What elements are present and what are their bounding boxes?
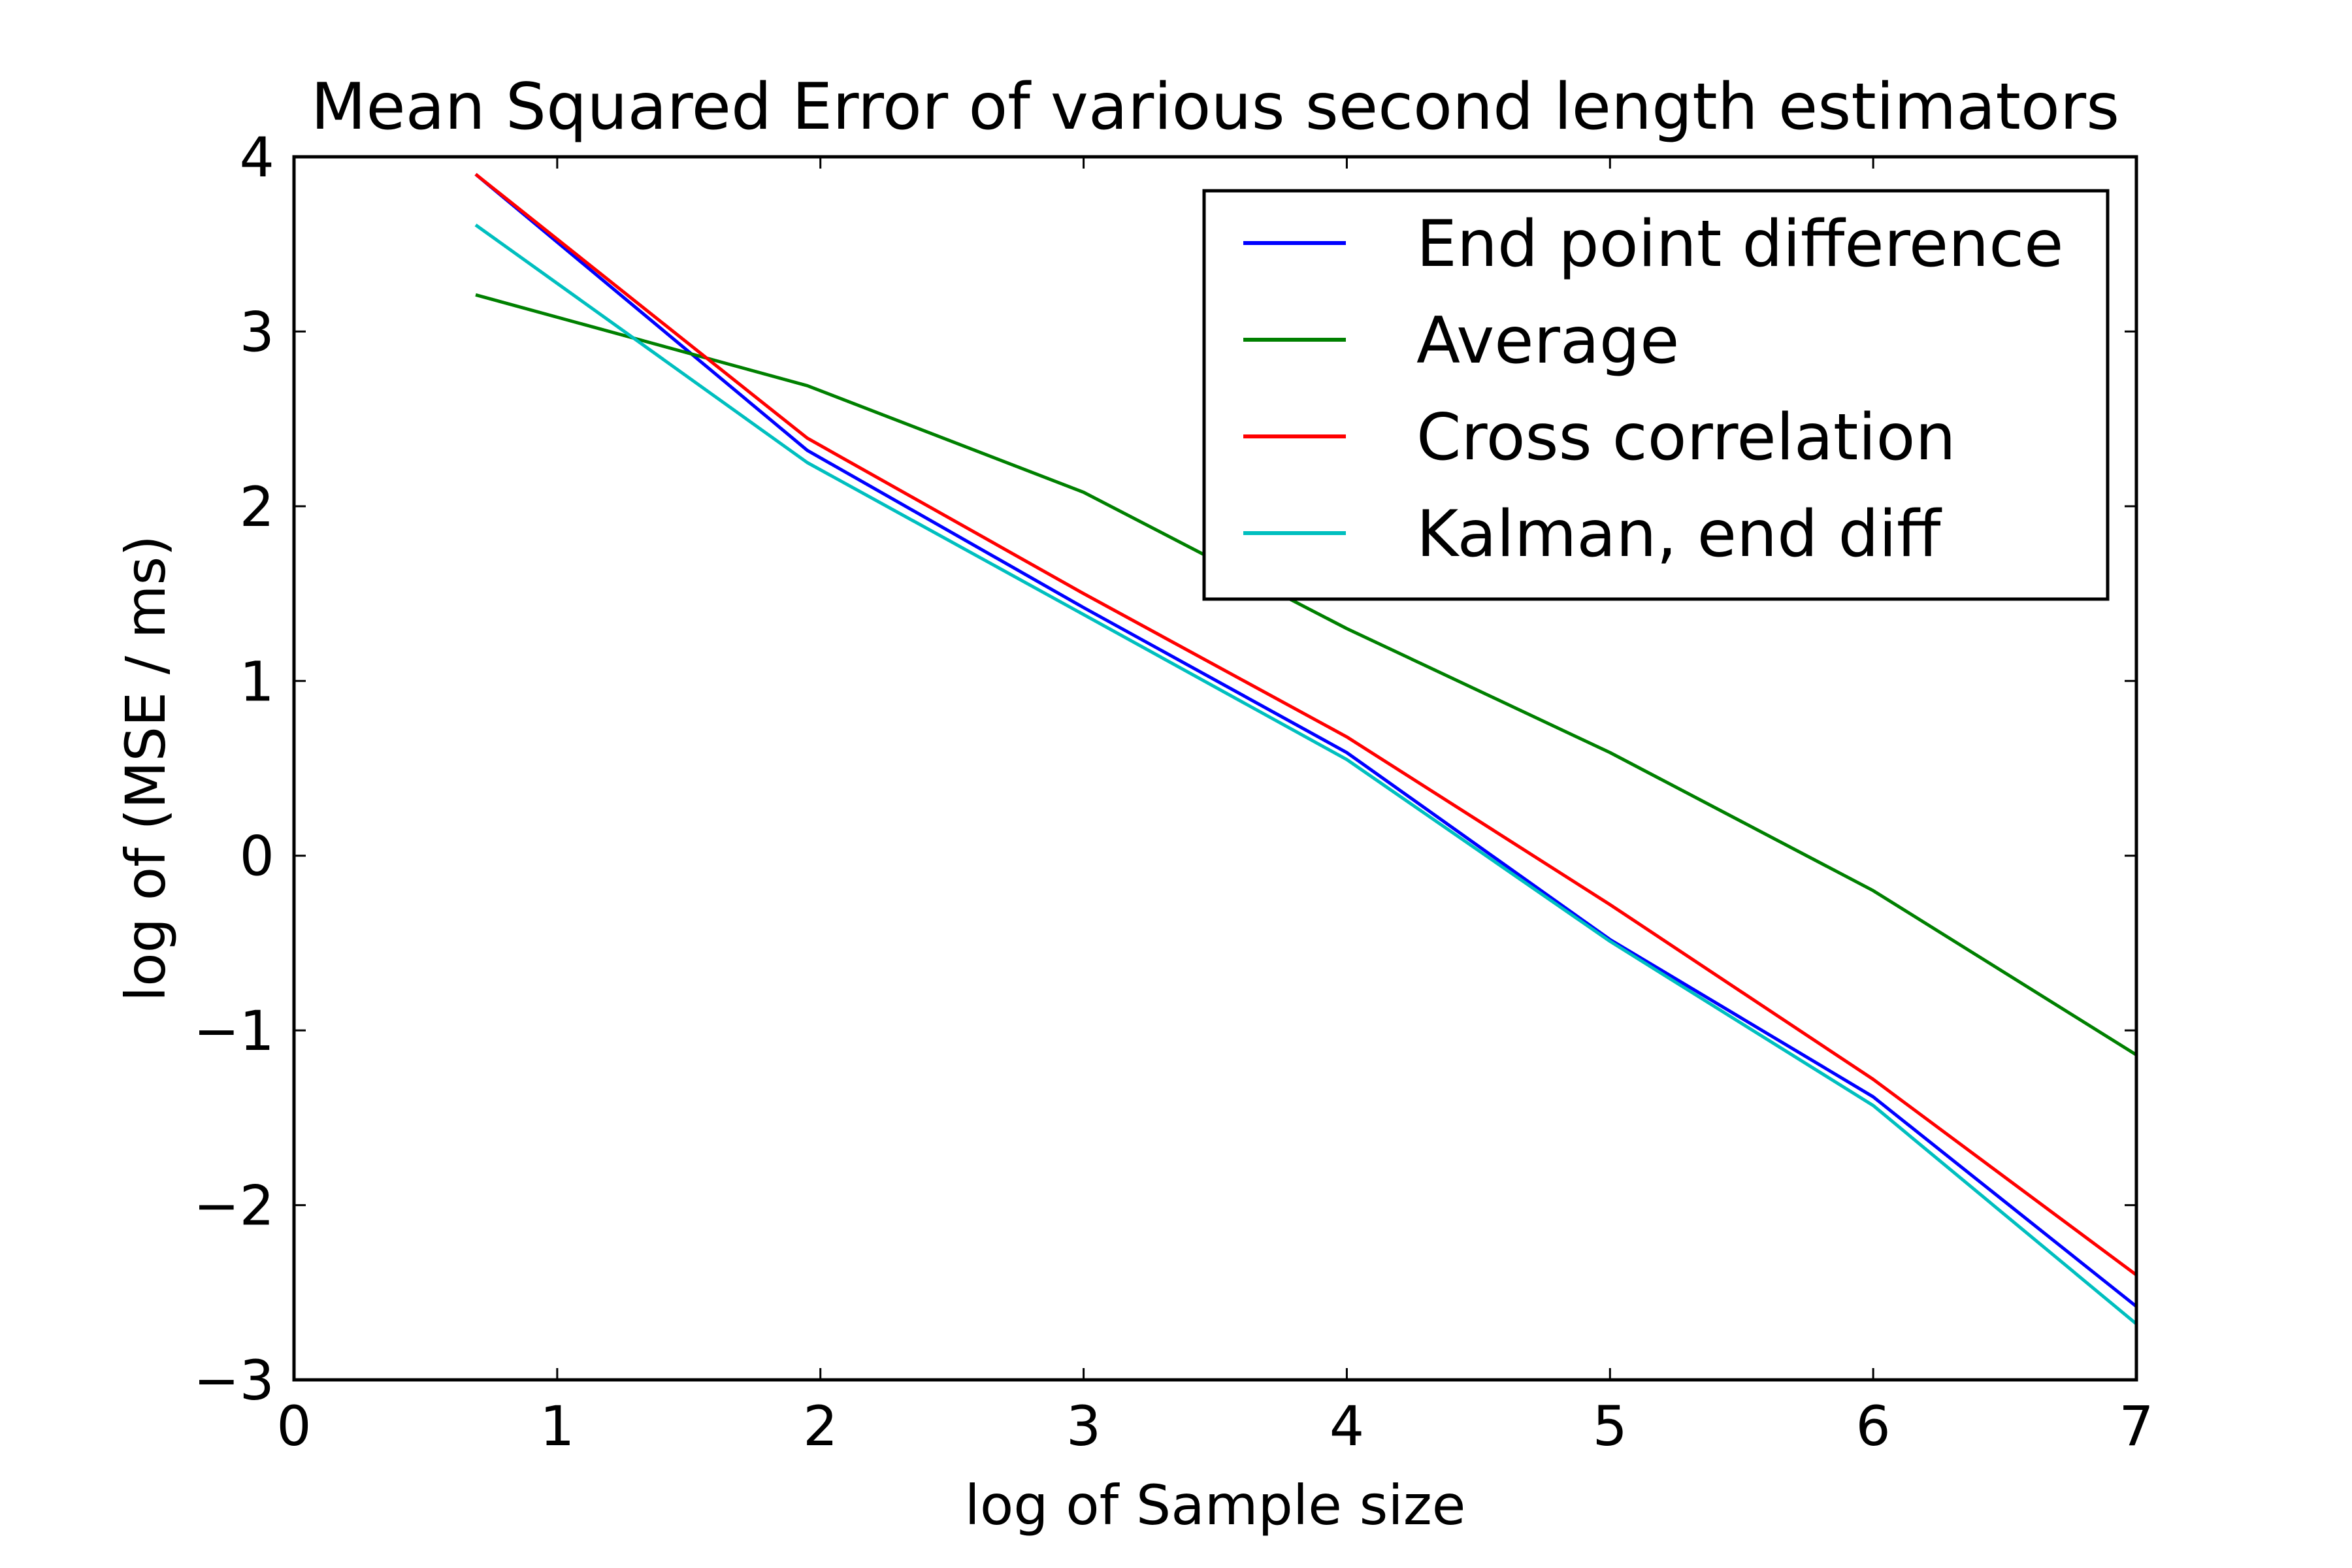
legend-frame xyxy=(1202,189,2110,601)
series-line-0 xyxy=(474,172,2138,1308)
y-tick-label: −1 xyxy=(193,999,274,1063)
x-axis-label: log of Sample size xyxy=(965,1473,1466,1537)
y-tick-label: 0 xyxy=(240,825,274,889)
legend: End point difference Average Cross correla… xyxy=(1202,189,2110,601)
legend-label-3: Kalman, end diff xyxy=(1416,497,1942,572)
x-tick-label: 7 xyxy=(2119,1394,2153,1458)
y-tick-label: 1 xyxy=(240,649,274,713)
legend-label-1: Average xyxy=(1416,304,1679,378)
x-tick-label: 3 xyxy=(1066,1394,1101,1458)
series-line-2 xyxy=(474,172,2138,1277)
x-tick-label: 1 xyxy=(540,1394,574,1458)
series-line-3 xyxy=(474,223,2138,1326)
series-line-1 xyxy=(475,293,2138,1056)
legend-label-2: Cross correlation xyxy=(1416,400,1956,475)
y-tick-label: 4 xyxy=(240,125,274,189)
x-tick-label: 5 xyxy=(1593,1394,1627,1458)
y-axis-label: log of (MSE / ms) xyxy=(114,535,178,1002)
axis-ticks: 0 1 2 3 4 5 6 7 4 3 2 1 0 −1 −2 −3 xyxy=(193,125,2154,1458)
y-tick-label: −3 xyxy=(193,1348,274,1413)
plot-frame xyxy=(292,155,2138,1382)
x-tick-label: 6 xyxy=(1855,1394,1890,1458)
x-tick-label: 2 xyxy=(803,1394,838,1458)
x-tick-label: 4 xyxy=(1330,1394,1364,1458)
x-tick-label: 0 xyxy=(276,1394,311,1458)
plot-lines xyxy=(474,172,2138,1326)
legend-items: End point difference Average Cross correla… xyxy=(1243,207,2063,572)
y-tick-label: −2 xyxy=(193,1174,274,1238)
y-tick-label: 2 xyxy=(240,475,274,539)
chart-title: Mean Squared Error of various second len… xyxy=(311,70,2119,144)
legend-label-0: End point difference xyxy=(1416,207,2063,282)
y-tick-label: 3 xyxy=(240,300,274,364)
